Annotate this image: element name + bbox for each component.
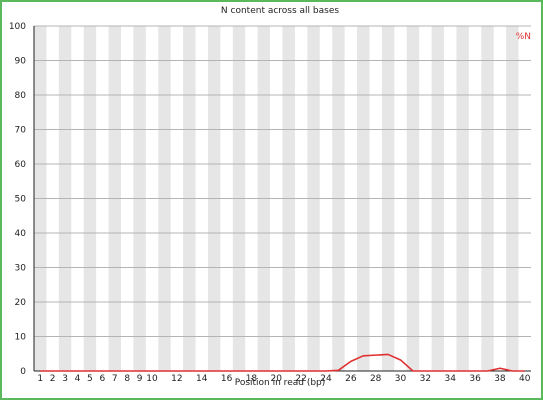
x-tick-8: 8	[124, 374, 130, 384]
x-tick-28: 28	[370, 374, 382, 384]
y-tick-100: 100	[9, 22, 26, 32]
series-lines	[40, 353, 525, 372]
x-tick-2: 2	[50, 374, 56, 384]
y-tick-10: 10	[15, 333, 27, 343]
x-tick-38: 38	[494, 374, 506, 384]
y-tick-0: 0	[20, 367, 26, 377]
x-tick-4: 4	[75, 374, 81, 384]
x-tick-12: 12	[171, 374, 182, 384]
y-tick-20: 20	[15, 298, 27, 308]
x-tick-5: 5	[87, 374, 93, 384]
y-tick-40: 40	[15, 229, 27, 239]
x-tick-18: 18	[246, 374, 258, 384]
y-tick-50: 50	[15, 195, 27, 205]
x-tick-30: 30	[395, 374, 407, 384]
x-tick-10: 10	[146, 374, 158, 384]
chart-title: N content across all bases	[221, 6, 339, 16]
x-tick-36: 36	[469, 374, 481, 384]
x-tick-16: 16	[221, 374, 233, 384]
y-tick-30: 30	[15, 264, 27, 274]
y-tick-80: 80	[15, 91, 27, 101]
x-tick-6: 6	[99, 374, 105, 384]
x-tick-22: 22	[295, 374, 306, 384]
legend-entry: %N	[516, 32, 531, 42]
y-tick-60: 60	[15, 160, 27, 170]
y-tick-70: 70	[15, 126, 27, 136]
x-tick-labels: 1 2 3 4 5 6 7 8 9 10 12 14 16 18 20 22 24 26 28 30 32 34 36 38 4…	[37, 374, 530, 384]
x-tick-14: 14	[196, 374, 208, 384]
x-axis-label: Position in read (bp)	[235, 378, 326, 388]
x-tick-24: 24	[320, 374, 332, 384]
x-tick-40: 40	[519, 374, 531, 384]
x-tick-34: 34	[445, 374, 457, 384]
series-line-0	[40, 353, 525, 372]
x-tick-1: 1	[37, 374, 43, 384]
x-tick-26: 26	[345, 374, 357, 384]
y-tick-90: 90	[15, 57, 27, 67]
x-tick-9: 9	[137, 374, 143, 384]
y-tick-labels: 0 10 20 30 40 50 60 70 80 90 100	[9, 22, 26, 377]
x-tick-7: 7	[112, 374, 118, 384]
x-tick-3: 3	[62, 374, 68, 384]
x-tick-20: 20	[271, 374, 283, 384]
x-tick-32: 32	[420, 374, 431, 384]
